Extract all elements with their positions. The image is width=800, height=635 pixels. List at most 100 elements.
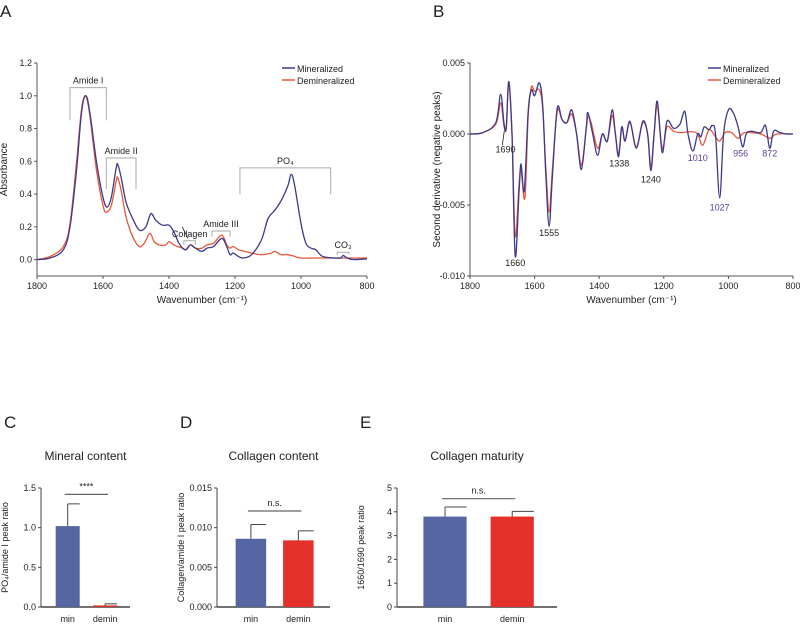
annotation-bracket xyxy=(69,87,107,121)
peak-label: 1555 xyxy=(539,228,559,238)
panel-label: E xyxy=(360,413,371,432)
y-tick-label: 0.015 xyxy=(189,483,212,493)
x-tick-label: min xyxy=(60,614,75,624)
y-tick-label: 1 xyxy=(387,578,392,588)
x-tick-label: 1800 xyxy=(27,281,47,291)
peak-label: 1660 xyxy=(505,258,525,268)
peak-label: 872 xyxy=(762,149,777,159)
series-line-mineralized xyxy=(469,80,794,258)
series-line-demineralized xyxy=(36,94,367,261)
bar-demin xyxy=(93,605,118,607)
x-tick-label: demin xyxy=(500,614,525,624)
x-tick-label: 1000 xyxy=(291,281,311,291)
x-tick-label: demin xyxy=(93,614,118,624)
panel-D: D Collagen content 0.000 0.005 0.010 0.015Col… xyxy=(176,413,330,624)
panel-A: A 1800 1600 1400 1200 1000 800 0.0 0.2 0.4 0.6 0.8 1… xyxy=(0,2,375,306)
significance-label: n.s. xyxy=(267,498,282,508)
annotation-label: Amide I xyxy=(73,76,104,86)
significance-label: **** xyxy=(79,481,94,491)
panel-B: B 1800 1600 1400 1200 1000 800 -0.010 -0.005 0.00… xyxy=(432,2,800,306)
annotation-bracket xyxy=(336,251,350,255)
y-tick-label: 0.6 xyxy=(19,156,32,166)
peak-label: 1690 xyxy=(496,144,516,154)
y-axis-label: PO₄/amide I peak ratio xyxy=(0,502,10,593)
x-axis-label: Wavenumber (cm⁻¹) xyxy=(157,295,247,306)
y-tick-label: 0.0 xyxy=(19,255,32,265)
y-tick-label: 5 xyxy=(387,483,392,493)
bar-min xyxy=(423,516,467,607)
arrow-icon xyxy=(181,226,189,239)
panel-label: A xyxy=(0,2,12,21)
series-line-mineralized xyxy=(36,95,368,261)
y-tick-label: 0 xyxy=(387,602,392,612)
x-tick-label: min xyxy=(438,614,453,624)
x-tick-label: demin xyxy=(286,614,311,624)
x-tick-label: 1400 xyxy=(589,281,609,291)
y-tick-label: 0.010 xyxy=(189,523,212,533)
x-tick-label: 1200 xyxy=(654,281,674,291)
x-tick-label: 800 xyxy=(359,281,374,291)
panel-C: C Mineral content 0.0 0.5 1.0 1.5 PO₄/amide I … xyxy=(0,413,130,624)
panel-label: B xyxy=(433,2,444,21)
legend-entry: Mineralized xyxy=(723,64,769,74)
x-tick-label: min xyxy=(244,614,259,624)
panel-label: C xyxy=(4,413,16,432)
x-tick-label: 1600 xyxy=(525,281,545,291)
y-tick-label: 0.4 xyxy=(19,189,32,199)
bar-min xyxy=(55,526,80,607)
y-tick-label: 0.000 xyxy=(189,602,212,612)
bar-demin xyxy=(283,540,314,607)
chart-title: Collagen maturity xyxy=(430,449,523,463)
peak-label: 1027 xyxy=(710,203,730,213)
significance-label: n.s. xyxy=(471,486,486,496)
annotation-bracket xyxy=(239,167,332,195)
panel-E: E Collagen maturity 0 1 2 3 4 5 1660/1690 peak r… xyxy=(356,413,557,624)
x-tick-label: 1400 xyxy=(159,281,179,291)
x-tick-label: 1000 xyxy=(718,281,738,291)
panel-label: D xyxy=(180,413,192,432)
y-tick-label: 1.2 xyxy=(19,58,32,68)
x-tick-label: 800 xyxy=(785,281,800,291)
annotation-bracket xyxy=(183,240,196,245)
y-tick-label: 2 xyxy=(387,554,392,564)
y-tick-label: 0.005 xyxy=(189,562,212,572)
x-axis-label: Wavenumber (cm⁻¹) xyxy=(586,295,676,306)
arrow-icon xyxy=(501,131,505,146)
legend-entry: Mineralized xyxy=(297,64,343,74)
annotation-label: Amide III xyxy=(203,219,239,229)
x-tick-label: 1800 xyxy=(460,281,480,291)
peak-label: 1338 xyxy=(609,159,629,169)
y-axis-label: Collagen/amide I peak ratio xyxy=(176,493,186,603)
y-tick-label: 0.8 xyxy=(19,124,32,134)
legend-entry: Demineralized xyxy=(297,76,355,86)
y-tick-label: 4 xyxy=(387,507,392,517)
chart-title: Collagen content xyxy=(228,449,319,463)
x-tick-label: 1200 xyxy=(225,281,245,291)
annotation-label: PO₄ xyxy=(277,156,294,166)
peak-label: 1010 xyxy=(688,153,708,163)
y-tick-label: 3 xyxy=(387,531,392,541)
chart-title: Mineral content xyxy=(44,449,127,463)
y-axis-label: Absorbance xyxy=(0,142,10,196)
y-tick-label: 0.005 xyxy=(442,58,465,68)
y-axis-label: Second derivative (negative peaks) xyxy=(432,91,443,247)
y-tick-label: -0.010 xyxy=(439,271,465,281)
annotation-label: Amide II xyxy=(105,146,138,156)
legend-entry: Demineralized xyxy=(723,76,781,86)
annotation-label: CO₃ xyxy=(334,240,352,250)
bar-min xyxy=(235,538,267,607)
y-tick-label: 1.5 xyxy=(23,483,36,493)
y-tick-label: 0.0 xyxy=(23,602,36,612)
y-tick-label: 1.0 xyxy=(23,523,36,533)
y-axis-label: 1660/1690 peak ratio xyxy=(356,505,366,590)
annotation-bracket xyxy=(105,157,137,190)
peak-label: 1240 xyxy=(641,174,661,184)
annotation-label: Collagen xyxy=(172,229,208,239)
annotation-bracket xyxy=(211,230,231,237)
y-tick-label: 0.2 xyxy=(19,222,32,232)
y-tick-label: -0.005 xyxy=(439,200,465,210)
peak-label: 956 xyxy=(733,149,748,159)
y-tick-label: 1.0 xyxy=(19,91,32,101)
x-tick-label: 1600 xyxy=(93,281,113,291)
